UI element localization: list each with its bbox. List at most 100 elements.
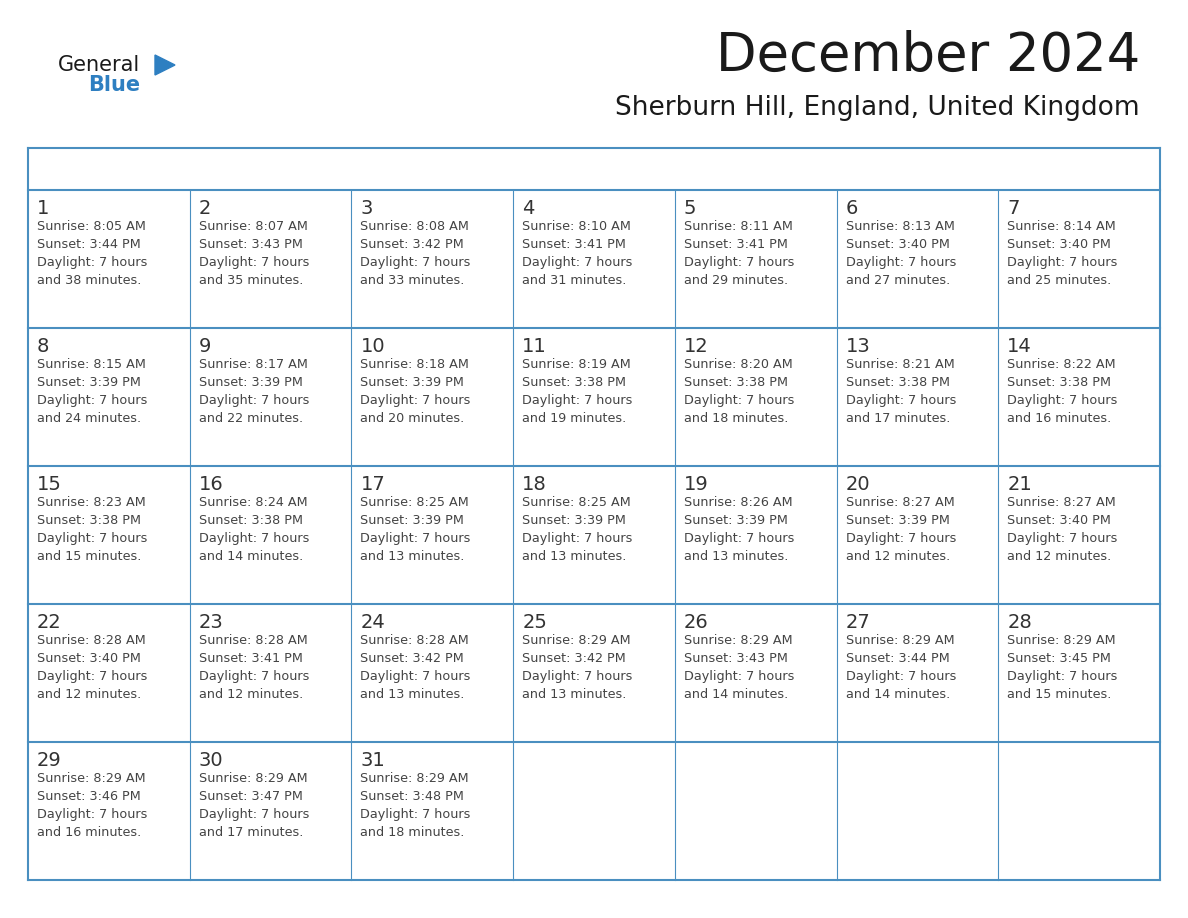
Text: and 15 minutes.: and 15 minutes. (1007, 688, 1112, 701)
Text: Daylight: 7 hours: Daylight: 7 hours (198, 256, 309, 269)
Text: Daylight: 7 hours: Daylight: 7 hours (37, 532, 147, 545)
Text: Sunrise: 8:22 AM: Sunrise: 8:22 AM (1007, 358, 1116, 371)
Text: Sunrise: 8:29 AM: Sunrise: 8:29 AM (198, 772, 308, 785)
Text: Sunset: 3:38 PM: Sunset: 3:38 PM (523, 376, 626, 389)
Text: 7: 7 (1007, 199, 1019, 218)
Text: 12: 12 (684, 337, 708, 356)
Text: Daylight: 7 hours: Daylight: 7 hours (198, 532, 309, 545)
Text: Daylight: 7 hours: Daylight: 7 hours (360, 670, 470, 683)
Text: Sunrise: 8:24 AM: Sunrise: 8:24 AM (198, 496, 308, 509)
Text: 27: 27 (846, 613, 871, 632)
Text: and 16 minutes.: and 16 minutes. (1007, 412, 1112, 425)
Text: Daylight: 7 hours: Daylight: 7 hours (198, 670, 309, 683)
Text: 1: 1 (37, 199, 50, 218)
Text: Sunrise: 8:25 AM: Sunrise: 8:25 AM (360, 496, 469, 509)
Text: Sherburn Hill, England, United Kingdom: Sherburn Hill, England, United Kingdom (615, 95, 1140, 121)
Text: and 38 minutes.: and 38 minutes. (37, 274, 141, 287)
Text: Daylight: 7 hours: Daylight: 7 hours (684, 532, 795, 545)
Text: Daylight: 7 hours: Daylight: 7 hours (360, 394, 470, 407)
Text: Sunrise: 8:29 AM: Sunrise: 8:29 AM (37, 772, 146, 785)
Text: and 16 minutes.: and 16 minutes. (37, 826, 141, 839)
Text: Sunrise: 8:29 AM: Sunrise: 8:29 AM (684, 634, 792, 647)
Text: Sunset: 3:38 PM: Sunset: 3:38 PM (1007, 376, 1111, 389)
Text: Sunset: 3:38 PM: Sunset: 3:38 PM (846, 376, 949, 389)
Text: Sunrise: 8:28 AM: Sunrise: 8:28 AM (37, 634, 146, 647)
Text: and 12 minutes.: and 12 minutes. (198, 688, 303, 701)
Text: Daylight: 7 hours: Daylight: 7 hours (523, 256, 632, 269)
Text: Thursday: Thursday (683, 160, 773, 178)
Text: Daylight: 7 hours: Daylight: 7 hours (684, 670, 795, 683)
Text: Daylight: 7 hours: Daylight: 7 hours (198, 394, 309, 407)
Text: and 13 minutes.: and 13 minutes. (523, 550, 626, 563)
Text: Daylight: 7 hours: Daylight: 7 hours (684, 394, 795, 407)
Text: Sunset: 3:40 PM: Sunset: 3:40 PM (1007, 238, 1111, 251)
Text: Monday: Monday (197, 160, 274, 178)
Text: Daylight: 7 hours: Daylight: 7 hours (523, 670, 632, 683)
Text: 10: 10 (360, 337, 385, 356)
Text: Sunrise: 8:19 AM: Sunrise: 8:19 AM (523, 358, 631, 371)
Text: Daylight: 7 hours: Daylight: 7 hours (523, 532, 632, 545)
Text: 25: 25 (523, 613, 546, 632)
Text: 31: 31 (360, 751, 385, 770)
Text: 24: 24 (360, 613, 385, 632)
Text: 13: 13 (846, 337, 871, 356)
Text: 6: 6 (846, 199, 858, 218)
Text: Sunrise: 8:23 AM: Sunrise: 8:23 AM (37, 496, 146, 509)
Text: 8: 8 (37, 337, 50, 356)
Text: and 35 minutes.: and 35 minutes. (198, 274, 303, 287)
Text: Daylight: 7 hours: Daylight: 7 hours (360, 532, 470, 545)
Text: 22: 22 (37, 613, 62, 632)
Text: Sunrise: 8:20 AM: Sunrise: 8:20 AM (684, 358, 792, 371)
Text: and 12 minutes.: and 12 minutes. (1007, 550, 1112, 563)
Text: Daylight: 7 hours: Daylight: 7 hours (37, 394, 147, 407)
Text: 28: 28 (1007, 613, 1032, 632)
Text: Sunset: 3:40 PM: Sunset: 3:40 PM (1007, 514, 1111, 527)
Text: Sunset: 3:41 PM: Sunset: 3:41 PM (684, 238, 788, 251)
Text: 21: 21 (1007, 475, 1032, 494)
Text: Daylight: 7 hours: Daylight: 7 hours (1007, 670, 1118, 683)
Text: Sunset: 3:39 PM: Sunset: 3:39 PM (198, 376, 303, 389)
Text: 14: 14 (1007, 337, 1032, 356)
Text: Blue: Blue (88, 75, 140, 95)
Text: Daylight: 7 hours: Daylight: 7 hours (684, 256, 795, 269)
Text: and 14 minutes.: and 14 minutes. (198, 550, 303, 563)
Text: Sunset: 3:38 PM: Sunset: 3:38 PM (37, 514, 141, 527)
Text: Sunset: 3:42 PM: Sunset: 3:42 PM (360, 652, 465, 665)
Text: Sunset: 3:38 PM: Sunset: 3:38 PM (198, 514, 303, 527)
Polygon shape (154, 55, 175, 75)
Text: Sunset: 3:46 PM: Sunset: 3:46 PM (37, 790, 140, 803)
Text: and 29 minutes.: and 29 minutes. (684, 274, 788, 287)
Text: and 24 minutes.: and 24 minutes. (37, 412, 141, 425)
Text: 2: 2 (198, 199, 211, 218)
Text: 18: 18 (523, 475, 546, 494)
Text: Sunset: 3:41 PM: Sunset: 3:41 PM (198, 652, 303, 665)
Text: Sunset: 3:43 PM: Sunset: 3:43 PM (684, 652, 788, 665)
Text: Sunrise: 8:25 AM: Sunrise: 8:25 AM (523, 496, 631, 509)
Text: and 12 minutes.: and 12 minutes. (37, 688, 141, 701)
Text: Daylight: 7 hours: Daylight: 7 hours (1007, 394, 1118, 407)
Text: Daylight: 7 hours: Daylight: 7 hours (1007, 532, 1118, 545)
Text: Sunrise: 8:28 AM: Sunrise: 8:28 AM (198, 634, 308, 647)
Text: and 18 minutes.: and 18 minutes. (684, 412, 788, 425)
Text: Sunrise: 8:08 AM: Sunrise: 8:08 AM (360, 220, 469, 233)
Text: Sunset: 3:43 PM: Sunset: 3:43 PM (198, 238, 303, 251)
Text: Daylight: 7 hours: Daylight: 7 hours (846, 394, 956, 407)
Text: Wednesday: Wednesday (522, 160, 633, 178)
Text: and 25 minutes.: and 25 minutes. (1007, 274, 1112, 287)
Text: 30: 30 (198, 751, 223, 770)
Text: Sunrise: 8:29 AM: Sunrise: 8:29 AM (1007, 634, 1116, 647)
Text: and 27 minutes.: and 27 minutes. (846, 274, 950, 287)
Text: Sunrise: 8:13 AM: Sunrise: 8:13 AM (846, 220, 954, 233)
Text: 11: 11 (523, 337, 546, 356)
Text: 5: 5 (684, 199, 696, 218)
Text: Friday: Friday (845, 160, 904, 178)
Text: Sunset: 3:47 PM: Sunset: 3:47 PM (198, 790, 303, 803)
Text: Saturday: Saturday (1006, 160, 1095, 178)
Text: Sunrise: 8:29 AM: Sunrise: 8:29 AM (846, 634, 954, 647)
Text: Daylight: 7 hours: Daylight: 7 hours (523, 394, 632, 407)
Text: Sunset: 3:39 PM: Sunset: 3:39 PM (360, 514, 465, 527)
Text: Daylight: 7 hours: Daylight: 7 hours (37, 808, 147, 821)
Text: Sunset: 3:40 PM: Sunset: 3:40 PM (846, 238, 949, 251)
Text: 19: 19 (684, 475, 708, 494)
Text: Sunrise: 8:05 AM: Sunrise: 8:05 AM (37, 220, 146, 233)
